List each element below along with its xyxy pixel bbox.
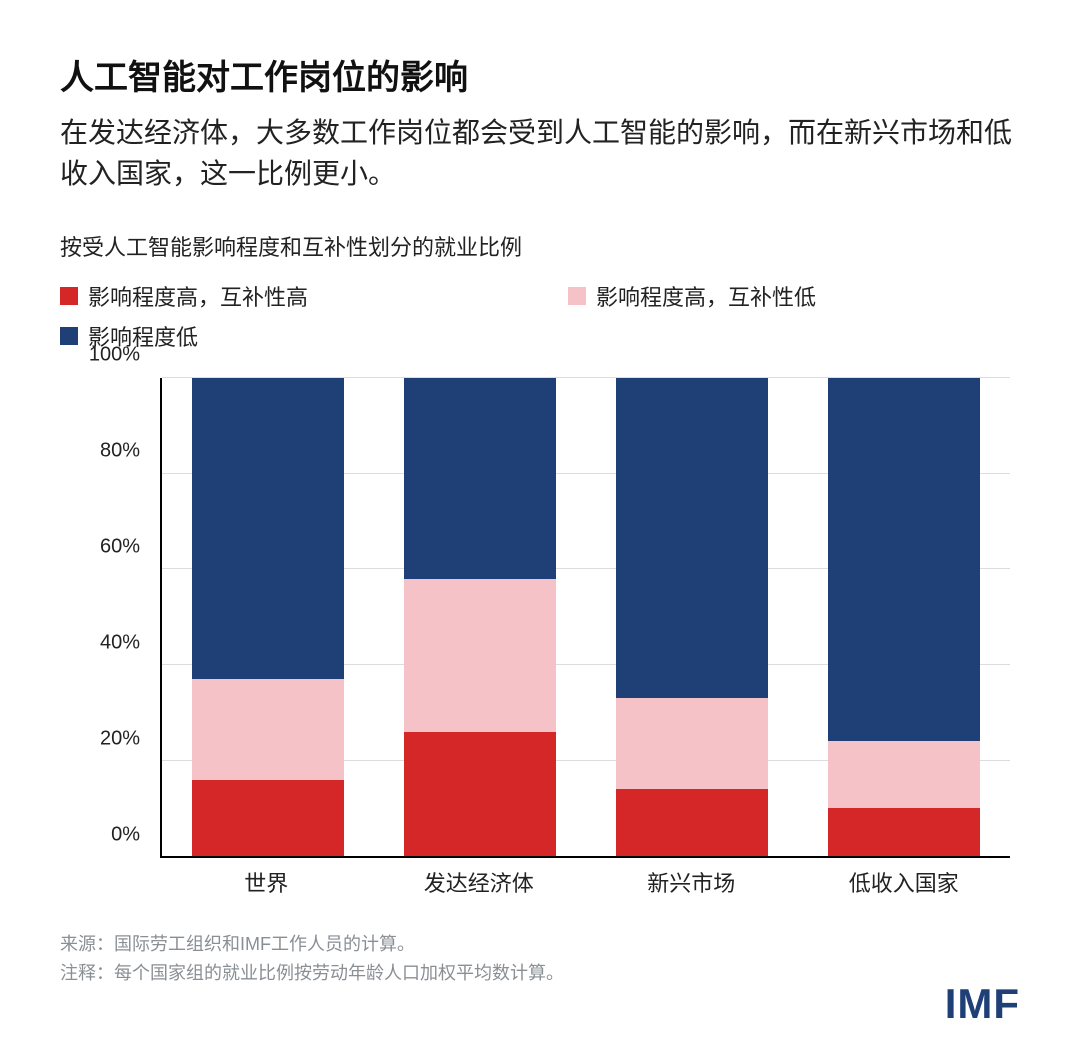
x-axis-labels: 世界发达经济体新兴市场低收入国家: [160, 858, 1010, 898]
legend-swatch: [60, 327, 78, 345]
source-line: 来源：国际劳工组织和IMF工作人员的计算。: [60, 930, 1020, 959]
plot: [160, 378, 1010, 858]
legend: 影响程度高，互补性高 影响程度高，互补性低 影响程度低: [60, 280, 960, 352]
source-label: 来源：: [60, 934, 114, 954]
bars-group: [162, 378, 1010, 856]
stacked-bar: [828, 378, 981, 856]
x-tick-label: 低收入国家: [798, 858, 1011, 898]
legend-item-high-low: 影响程度高，互补性低: [568, 280, 816, 312]
stacked-bar: [616, 378, 769, 856]
legend-label: 影响程度高，互补性高: [88, 280, 308, 312]
note-label: 注释：: [60, 963, 114, 983]
source-text: 国际劳工组织和IMF工作人员的计算。: [114, 934, 415, 954]
bar-segment-high_low: [192, 679, 345, 779]
brand-logo-text: IMF: [945, 980, 1020, 1028]
bar-slot: [162, 378, 374, 856]
note-line: 注释：每个国家组的就业比例按劳动年龄人口加权平均数计算。: [60, 959, 1020, 988]
legend-item-low: 影响程度低: [60, 320, 960, 352]
bar-segment-high_low: [616, 698, 769, 789]
x-tick-label: 新兴市场: [585, 858, 798, 898]
note-text: 每个国家组的就业比例按劳动年龄人口加权平均数计算。: [114, 963, 564, 983]
bar-segment-high_high: [192, 780, 345, 856]
bar-slot: [374, 378, 586, 856]
y-tick-label: 0%: [80, 824, 150, 847]
bar-segment-low: [404, 378, 557, 579]
bar-segment-low: [616, 378, 769, 698]
legend-item-high-high: 影响程度高，互补性高: [60, 280, 308, 312]
y-tick-label: 100%: [80, 344, 150, 367]
y-tick-label: 20%: [80, 728, 150, 751]
stacked-bar: [404, 378, 557, 856]
bar-segment-low: [828, 378, 981, 741]
stacked-bar: [192, 378, 345, 856]
bar-segment-high_high: [616, 789, 769, 856]
plot-area: 0%20%40%60%80%100% 世界发达经济体新兴市场低收入国家: [80, 378, 1020, 898]
bar-slot: [586, 378, 798, 856]
bar-segment-high_high: [828, 808, 981, 856]
y-tick-label: 80%: [80, 440, 150, 463]
chart-card: 人工智能对工作岗位的影响 在发达经济体，大多数工作岗位都会受到人工智能的影响，而…: [0, 0, 1080, 1058]
bar-slot: [798, 378, 1010, 856]
chart-caption: 按受人工智能影响程度和互补性划分的就业比例: [60, 230, 1020, 262]
y-tick-label: 60%: [80, 536, 150, 559]
bar-segment-high_high: [404, 732, 557, 856]
chart-subtitle: 在发达经济体，大多数工作岗位都会受到人工智能的影响，而在新兴市场和低收入国家，这…: [60, 113, 1020, 194]
bar-segment-high_low: [828, 741, 981, 808]
y-axis: 0%20%40%60%80%100%: [80, 378, 150, 858]
legend-swatch: [60, 287, 78, 305]
x-tick-label: 世界: [160, 858, 373, 898]
bar-segment-high_low: [404, 579, 557, 732]
footer-notes: 来源：国际劳工组织和IMF工作人员的计算。 注释：每个国家组的就业比例按劳动年龄…: [60, 930, 1020, 988]
chart-title: 人工智能对工作岗位的影响: [60, 50, 1020, 99]
legend-swatch: [568, 287, 586, 305]
bar-segment-low: [192, 378, 345, 679]
legend-label: 影响程度高，互补性低: [596, 280, 816, 312]
y-tick-label: 40%: [80, 632, 150, 655]
x-tick-label: 发达经济体: [373, 858, 586, 898]
